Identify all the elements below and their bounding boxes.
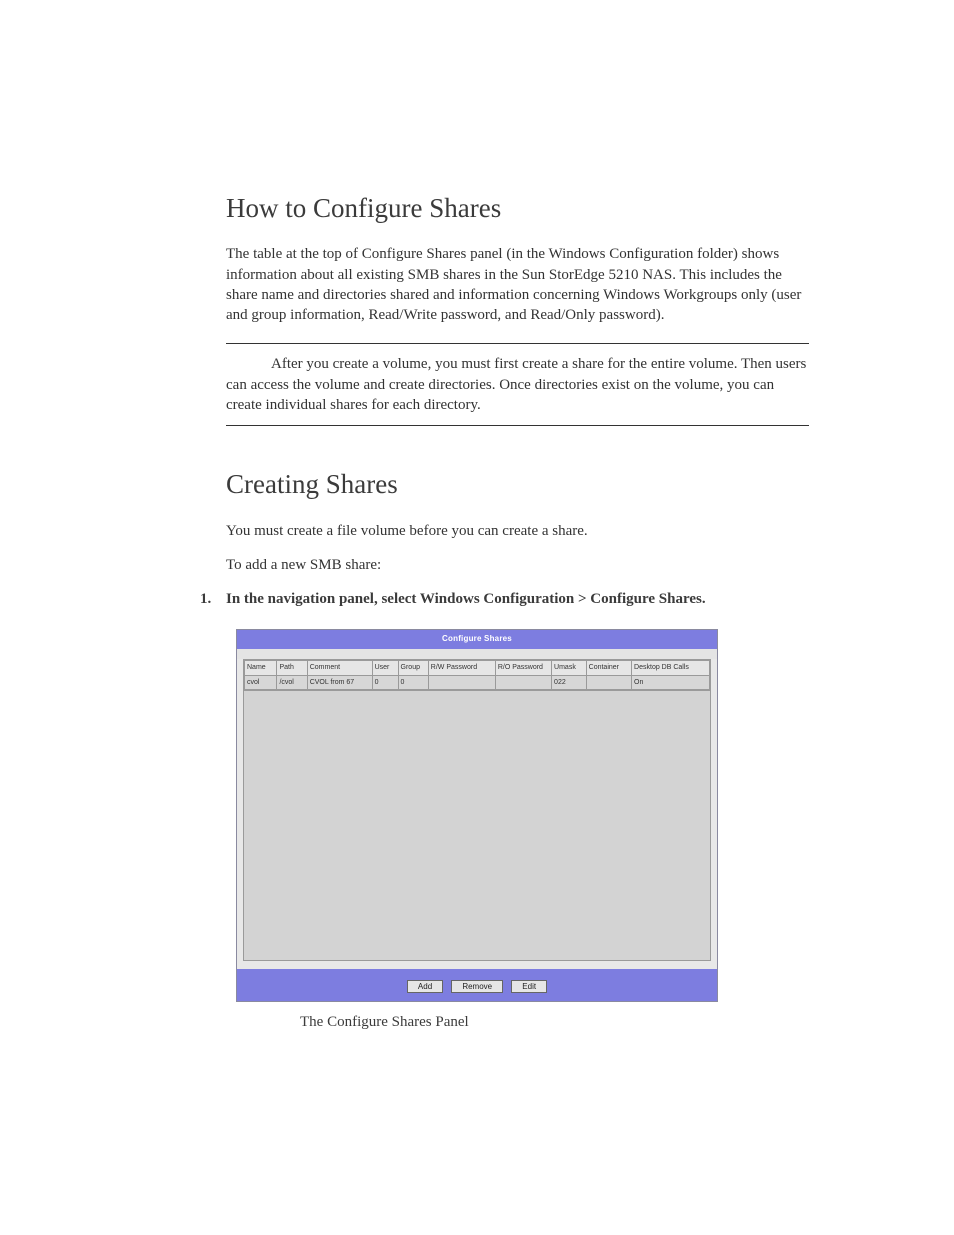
col-desktop-db[interactable]: Desktop DB Calls	[632, 661, 710, 675]
panel-gap	[237, 649, 717, 659]
cell-desktop-db: On	[632, 675, 710, 689]
note-text: After you create a volume, you must firs…	[226, 354, 809, 415]
shares-table-wrap: Name Path Comment User Group R/W Passwor…	[243, 659, 711, 691]
note-rule-bottom	[226, 425, 809, 426]
cell-comment: CVOL from 67	[307, 675, 372, 689]
remove-button[interactable]: Remove	[451, 980, 503, 993]
col-group[interactable]: Group	[398, 661, 428, 675]
panel-title: Configure Shares	[237, 630, 717, 649]
col-ro-password[interactable]: R/O Password	[495, 661, 551, 675]
table-header-row: Name Path Comment User Group R/W Passwor…	[245, 661, 710, 675]
configure-shares-panel: Configure Shares Name	[236, 629, 718, 1002]
col-user[interactable]: User	[372, 661, 398, 675]
panel-footer: Add Remove Edit	[237, 969, 717, 1001]
col-name[interactable]: Name	[245, 661, 277, 675]
section-heading-1: How to Configure Shares	[226, 190, 809, 226]
cell-container	[586, 675, 631, 689]
shares-table: Name Path Comment User Group R/W Passwor…	[244, 660, 710, 690]
cell-ro-password	[495, 675, 551, 689]
figure-caption: The Configure Shares Panel	[300, 1012, 809, 1032]
section2-paragraph-2: To add a new SMB share:	[226, 555, 809, 575]
col-umask[interactable]: Umask	[552, 661, 587, 675]
table-empty-area	[243, 691, 711, 961]
section2-paragraph-1: You must create a file volume before you…	[226, 521, 809, 541]
cell-rw-password	[428, 675, 495, 689]
section1-paragraph: The table at the top of Configure Shares…	[226, 244, 809, 325]
cell-group: 0	[398, 675, 428, 689]
step-1-text: In the navigation panel, select Windows …	[226, 591, 706, 607]
col-rw-password[interactable]: R/W Password	[428, 661, 495, 675]
col-path[interactable]: Path	[277, 661, 307, 675]
note-rule-top	[226, 343, 809, 344]
edit-button[interactable]: Edit	[511, 980, 547, 993]
cell-name: cvol	[245, 675, 277, 689]
step-1: 1. In the navigation panel, select Windo…	[200, 589, 809, 609]
table-row[interactable]: cvol /cvol CVOL from 67 0 0 022 On	[245, 675, 710, 689]
section-heading-2: Creating Shares	[226, 466, 809, 502]
cell-umask: 022	[552, 675, 587, 689]
step-1-number: 1.	[200, 589, 211, 609]
cell-user: 0	[372, 675, 398, 689]
col-comment[interactable]: Comment	[307, 661, 372, 675]
col-container[interactable]: Container	[586, 661, 631, 675]
cell-path: /cvol	[277, 675, 307, 689]
add-button[interactable]: Add	[407, 980, 443, 993]
